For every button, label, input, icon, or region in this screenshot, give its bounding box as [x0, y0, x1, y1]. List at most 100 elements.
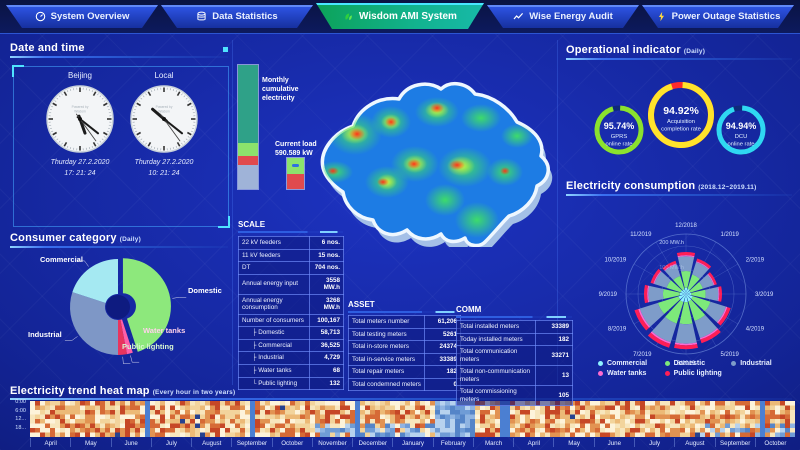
tab-label: Wisdom AMI System [359, 10, 457, 22]
clock-beijing: Beijing Powered by Wisdom Thurday 27.2.20… [28, 71, 132, 180]
table-row: Total testing meters 5261 [347, 327, 461, 342]
row-label: Total meters number [347, 315, 426, 329]
heatmap-month-label: August [191, 438, 231, 447]
gauge-value: 94.92% [663, 105, 699, 117]
gauge-label: online rate [727, 142, 754, 148]
rose-wedge-commercial [686, 290, 691, 294]
rose-wedge-public-lighting [662, 260, 677, 271]
consumption-rose-chart: 12/2018 1/2019 2/2019 3/2019 4/2019 5/2019 6/2… [599, 223, 774, 367]
rose-wedge-water-tanks [699, 328, 719, 340]
legend-dot [664, 371, 670, 376]
trend-heatmap-strip [30, 401, 795, 437]
legend-item-water-tanks: Water tanks [598, 370, 665, 377]
row-label: DT [237, 261, 311, 275]
row-label: Total commissioning meters [456, 385, 536, 407]
bar-marker [292, 164, 299, 168]
tab-system-overview[interactable]: System Overview [6, 5, 158, 28]
row-value: 3268 MW.h [309, 293, 344, 315]
table-row: Total installed meters 33389 [456, 320, 574, 334]
scale-table: 22 kV feeders 6 nos. 11 kV feeders 15 nos. D… [237, 236, 344, 391]
table-header-line [348, 311, 460, 313]
comm-table: Total installed meters 33389 Today install… [456, 320, 574, 407]
rose-wedge-water-tanks [650, 331, 671, 344]
row-value: 704 nos. [309, 261, 344, 275]
heatmap-month-label: March [472, 438, 513, 447]
row-value: 0 [424, 377, 461, 392]
heatmap-ytick: 12... [15, 416, 26, 423]
gauge-label: DCU [735, 134, 748, 140]
rose-wedge-industrial [664, 264, 681, 281]
row-value: 33389 [534, 320, 574, 334]
rose-wedge-commercial [684, 287, 688, 294]
rose-wedge-industrial [639, 302, 665, 327]
heatmap-ytick: 18... [15, 424, 26, 431]
row-label: Total in-store meters [347, 340, 426, 354]
heatmap-month-label: February [432, 438, 473, 447]
monthly-bar-label: Monthly cumulative electricity [262, 77, 299, 103]
rose-wedge-water-tanks [638, 308, 651, 328]
consumer-pie-chart [64, 258, 187, 364]
pie-slice-water-tanks [120, 319, 133, 355]
row-value: 100,167 [309, 313, 344, 328]
rose-wedge-water-tanks [696, 261, 710, 270]
heatmap-month-label: June [593, 438, 634, 447]
table-row: Total in-store meters 24374 [347, 340, 461, 354]
current-load-bar [286, 157, 305, 190]
title-underline [10, 56, 228, 58]
analog-clock: Powered by Wisdom [112, 83, 216, 155]
row-value: 13 [534, 365, 574, 387]
rose-wedge-industrial [694, 314, 718, 339]
clock-city-label: Local [154, 71, 174, 80]
rose-month-label: 9/2019 [599, 292, 618, 298]
rose-wedge-domestic [688, 299, 706, 322]
tab-power-outage-statistics[interactable]: Power Outage Statistics [642, 5, 794, 28]
rose-wedge-commercial [684, 294, 688, 303]
rose-wedge-commercial [686, 288, 690, 294]
rose-wedge-water-tanks [647, 285, 650, 303]
legend-item-domestic: Domestic [664, 360, 732, 367]
table-row: ├ Industrial 4,729 [237, 351, 344, 365]
tab-data-statistics[interactable]: Data Statistics [161, 5, 313, 28]
heatmap-month-label: June [110, 438, 151, 447]
table-row: Total communication meters 33271 [456, 345, 574, 367]
row-value: 3558 MW.h [309, 273, 344, 295]
bar-segment [238, 143, 258, 156]
asset-table-header: ASSET [348, 300, 375, 309]
pie-leader-line [130, 355, 140, 363]
radial-tick-200: 200 MW.h [659, 240, 684, 246]
rose-wedge-industrial [654, 271, 671, 288]
rose-month-label: 1/2019 [721, 232, 740, 238]
pie-slice-domestic [122, 258, 171, 352]
rose-wedge-commercial [680, 290, 686, 294]
table-row: 22 kV feeders 6 nos. [237, 236, 344, 250]
rose-month-label: 8/2019 [608, 327, 627, 333]
rose-wedge-commercial [686, 292, 692, 296]
rose-wedge-industrial [651, 316, 677, 343]
tab-wise-energy-audit[interactable]: Wise Energy Audit [487, 5, 639, 28]
current-load-value: 590.589 kW [275, 150, 313, 158]
gauge-value: 94.94% [726, 121, 757, 131]
table-row: ├ Domestic 58,713 [237, 326, 344, 340]
heatmap-month-label: May [70, 438, 110, 447]
table-row: Total commissioning meters 105 [456, 385, 574, 407]
row-value: 132 [309, 376, 344, 391]
rose-wedge-industrial [675, 323, 697, 344]
row-value: 36,525 [309, 338, 344, 353]
legend-label: Commercial [607, 360, 648, 367]
rose-month-label: 7/2019 [633, 352, 652, 358]
heatmap-ytick: 0:00 [15, 399, 26, 405]
row-label: Total testing meters [347, 327, 426, 342]
pie-leader-line [122, 356, 131, 364]
row-value: 105 [534, 385, 574, 407]
tab-wisdom-ami-system[interactable]: Wisdom AMI System [316, 3, 484, 29]
bar-segment [238, 165, 258, 189]
heatmap-month-label: October [271, 438, 312, 447]
rose-wedge-public-lighting [700, 329, 721, 344]
tab-label: Power Outage Statistics [671, 11, 781, 22]
pie-label-industrial: Industrial [28, 330, 62, 339]
asset-table: Total meters number 61,206 Total testing m… [347, 315, 461, 392]
legend-dot [598, 361, 603, 366]
heatmap-ytick: 6:00 [15, 407, 26, 414]
table-row: Total condemned meters0 [347, 377, 461, 392]
table-row: └ Public lighting 132 [237, 376, 344, 391]
